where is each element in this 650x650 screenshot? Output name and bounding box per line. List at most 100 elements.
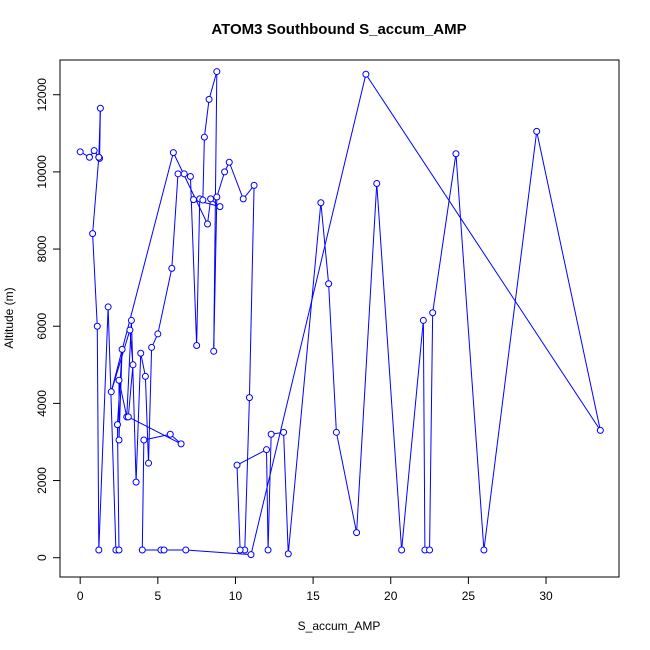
series-segment xyxy=(98,306,109,551)
y-tick-label: 6000 xyxy=(35,313,49,340)
data-point xyxy=(126,326,134,334)
chart-title: ATOM3 Southbound S_accum_AMP xyxy=(211,21,466,38)
data-point xyxy=(137,349,145,357)
series-segment xyxy=(127,364,134,417)
series-segment xyxy=(429,312,434,550)
series-segment xyxy=(283,432,289,554)
series-segment xyxy=(320,202,330,284)
series-segment xyxy=(96,326,100,550)
series-segment xyxy=(248,185,255,398)
data-point xyxy=(95,153,103,161)
series-points xyxy=(76,68,604,559)
series-segment xyxy=(287,202,322,554)
data-point xyxy=(168,264,176,272)
data-point xyxy=(104,303,112,311)
data-point xyxy=(247,551,255,559)
series-segment xyxy=(244,397,250,551)
series-segment xyxy=(129,330,134,365)
series-segment xyxy=(213,196,218,352)
series-segment xyxy=(376,183,403,551)
data-point xyxy=(452,150,460,158)
series-segment xyxy=(422,320,426,550)
data-point xyxy=(362,70,370,78)
data-point xyxy=(317,199,325,207)
data-point xyxy=(533,127,541,135)
x-tick-label: 30 xyxy=(539,589,553,603)
series-segment xyxy=(148,347,153,464)
data-point xyxy=(132,478,140,486)
data-point xyxy=(398,546,406,554)
series-segment xyxy=(92,233,98,327)
data-point xyxy=(140,436,148,444)
series-segment xyxy=(216,171,226,198)
data-point xyxy=(115,376,123,384)
data-point xyxy=(76,148,84,156)
y-tick-label: 8000 xyxy=(35,235,49,262)
series-segment xyxy=(118,380,128,417)
data-point xyxy=(225,158,233,166)
series-lines xyxy=(79,71,601,556)
series-segment xyxy=(328,283,337,433)
y-tick-label: 2000 xyxy=(35,467,49,494)
x-tick-label: 10 xyxy=(229,589,243,603)
data-point xyxy=(86,153,94,161)
series-segment xyxy=(196,198,201,346)
data-point xyxy=(233,461,241,469)
series-segment xyxy=(141,440,145,550)
series-segment xyxy=(208,71,218,100)
data-point xyxy=(96,104,104,112)
data-point xyxy=(180,170,188,178)
data-point xyxy=(182,546,190,554)
data-point xyxy=(190,196,198,204)
series-segment xyxy=(189,176,198,346)
x-tick-label: 0 xyxy=(77,589,84,603)
series-segment xyxy=(250,74,367,555)
series-segment xyxy=(236,449,267,466)
y-tick-label: 12000 xyxy=(35,78,49,112)
data-point xyxy=(207,195,215,203)
series-segment xyxy=(335,432,358,533)
data-point xyxy=(204,220,212,228)
series-segment xyxy=(140,353,146,377)
data-point xyxy=(284,550,292,558)
series-segment xyxy=(92,157,100,234)
data-point xyxy=(596,426,604,434)
series-segment xyxy=(266,449,269,551)
data-point xyxy=(325,280,333,288)
data-point xyxy=(213,68,221,76)
series-segment xyxy=(228,162,244,200)
plot-frame xyxy=(59,59,620,578)
data-point xyxy=(166,430,174,438)
series-segment xyxy=(98,108,101,158)
series-segment xyxy=(157,268,173,335)
data-point xyxy=(429,309,437,317)
series-segment xyxy=(144,376,150,464)
data-point xyxy=(236,546,244,554)
data-point xyxy=(193,342,201,350)
y-axis-label: Altitude (m) xyxy=(2,287,16,348)
series-segment xyxy=(202,137,205,201)
y-tick-label: 4000 xyxy=(35,390,49,417)
data-point xyxy=(199,196,207,204)
series-segment xyxy=(135,353,142,483)
data-point xyxy=(177,440,185,448)
series-segment xyxy=(267,434,272,551)
data-point xyxy=(419,316,427,324)
series-segment xyxy=(401,320,424,551)
data-point xyxy=(353,529,361,537)
x-axis-label: S_accum_AMP xyxy=(298,619,381,633)
data-point xyxy=(145,459,153,467)
series-segment xyxy=(483,131,538,551)
series-segment xyxy=(365,74,601,431)
series-segment xyxy=(130,320,137,483)
series-segment xyxy=(143,433,171,441)
data-point xyxy=(93,322,101,330)
data-point xyxy=(264,546,272,554)
data-point xyxy=(118,345,126,353)
data-point xyxy=(95,546,103,554)
series-segment xyxy=(116,424,120,550)
y-tick-label: 0 xyxy=(35,554,49,561)
data-point xyxy=(90,147,98,155)
x-tick-label: 25 xyxy=(462,589,476,603)
